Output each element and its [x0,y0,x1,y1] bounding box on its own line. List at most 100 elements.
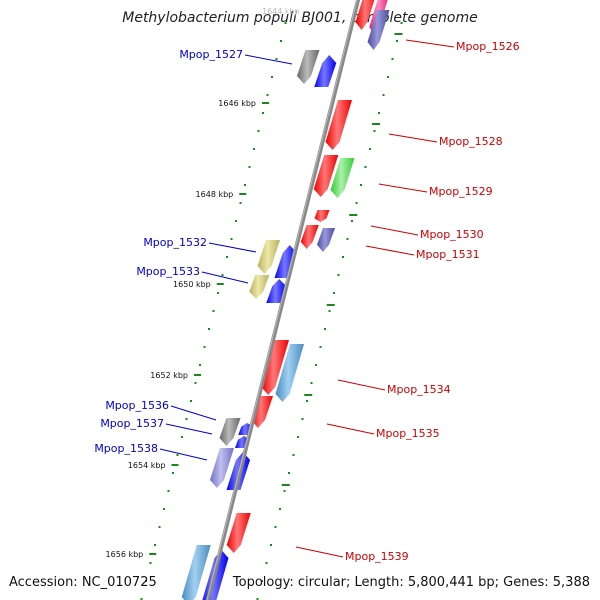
track-dots [140,22,403,600]
gene-1529 [330,158,355,198]
left-track-dot [145,580,147,582]
right-track-dot [306,400,308,402]
label-g1535: Mpop_1535 [376,427,440,440]
left-track-dot [262,112,264,114]
left-track-dot [284,22,287,24]
right-track-dot [265,562,268,564]
gene-1529-red [313,155,339,197]
gene-1534 [275,344,304,402]
right-track-dot [283,490,286,492]
left-track-dot [181,436,183,438]
label-g1529: Mpop_1529 [429,185,493,198]
gene-1539 [226,513,251,553]
left-track-dot [257,130,260,132]
right-track-dot [400,22,403,24]
leader-g1536 [170,405,217,421]
label-g1531: Mpop_1531 [416,248,480,261]
left-track-dot [154,544,156,546]
tick-label: 1650 kbp [173,280,211,289]
tick-label: 1654 kbp [128,461,166,470]
left-track-dot [280,40,282,42]
left-track-dot [194,382,197,384]
right-track-dot [301,418,304,420]
gene-1533 [266,279,287,303]
left-track-dot [185,418,188,420]
left-track-dot [244,184,246,186]
map-title: Methylobacterium populi BJ001, complete … [122,10,478,26]
genome-backbone [205,0,361,600]
backbone-highlight [206,0,358,600]
label-g1526: Mpop_1526 [456,40,520,53]
right-track-dot [324,328,326,330]
gene-1538-lav [210,448,234,488]
right-track-dot [297,436,299,438]
leader-g1529 [378,183,428,193]
label-g1534: Mpop_1534 [387,383,451,396]
leader-g1530 [370,225,419,236]
left-track-dot [176,454,179,456]
right-track-dot [328,310,331,312]
left-track-dot [239,202,242,204]
right-track-dot [274,526,277,528]
label-g1530: Mpop_1530 [420,228,484,241]
gene-1526 [355,0,375,30]
leader-g1532 [208,242,257,253]
left-track-dot [271,76,273,78]
left-track-dot [253,148,255,150]
label-g1539: Mpop_1539 [345,550,409,563]
left-track-dot [235,220,237,222]
right-track-dot [337,274,340,276]
tick-label: 1648 kbp [196,190,234,199]
label-g1538: Mpop_1538 [94,442,158,455]
leader-g1526 [405,39,455,48]
left-track-dot [230,238,233,240]
gene-1534-red [261,340,289,395]
tick-label: 1656 kbp [106,550,144,559]
right-track-dot [360,184,362,186]
leader-g1534 [337,379,386,391]
right-track-dot [387,76,389,78]
left-track-dot [199,364,201,366]
left-track-dot [275,58,278,60]
right-track-dot [355,202,358,204]
left-track-dot [163,508,165,510]
leader-g1537 [165,423,213,435]
gene-1533-khaki [249,275,270,299]
leader-g1527 [244,54,293,65]
label-g1536: Mpop_1536 [105,399,169,412]
right-track-dot [261,580,263,582]
right-track-dot [310,382,313,384]
leader-g1535 [326,423,375,435]
left-track-dot [172,472,174,474]
backbone-line [205,0,361,600]
left-track-dot [149,562,152,564]
right-track-dot [256,598,259,600]
right-track-dot [364,166,367,168]
tick-marks: 1646 kbp 1648 kbp 1650 kbp 1652 kbp 1654 kbp… [106,7,403,559]
gene-1527 [314,55,337,87]
gene-bottom-steel [181,545,211,600]
right-track-dot [319,346,322,348]
label-g1527: Mpop_1527 [179,48,243,61]
gene-1528 [325,100,352,150]
topology-label: Topology: circular; Length: 5,800,441 bp… [232,575,590,590]
right-track-dot [382,94,385,96]
gene-labels: Mpop_1527 Mpop_1532 Mpop_1533 Mpop_1536 Mpop… [94,40,519,563]
label-g1533: Mpop_1533 [136,265,200,278]
left-track-dot [167,490,170,492]
left-track-dot [217,292,219,294]
right-track-dot [346,238,349,240]
left-track-dot [203,346,206,348]
gene-1530 [314,210,330,222]
right-track-dot [369,148,371,150]
tick-label: 1652 kbp [150,371,188,380]
right-track-dot [333,292,335,294]
right-track-dot [373,130,376,132]
right-track-dot [279,508,281,510]
right-track-dot [378,112,380,114]
gene-1531 [317,228,335,252]
left-track-dot [208,328,210,330]
leader-g1538 [159,448,208,461]
tick-label: 1646 kbp [218,99,256,108]
left-track-dot [212,310,215,312]
